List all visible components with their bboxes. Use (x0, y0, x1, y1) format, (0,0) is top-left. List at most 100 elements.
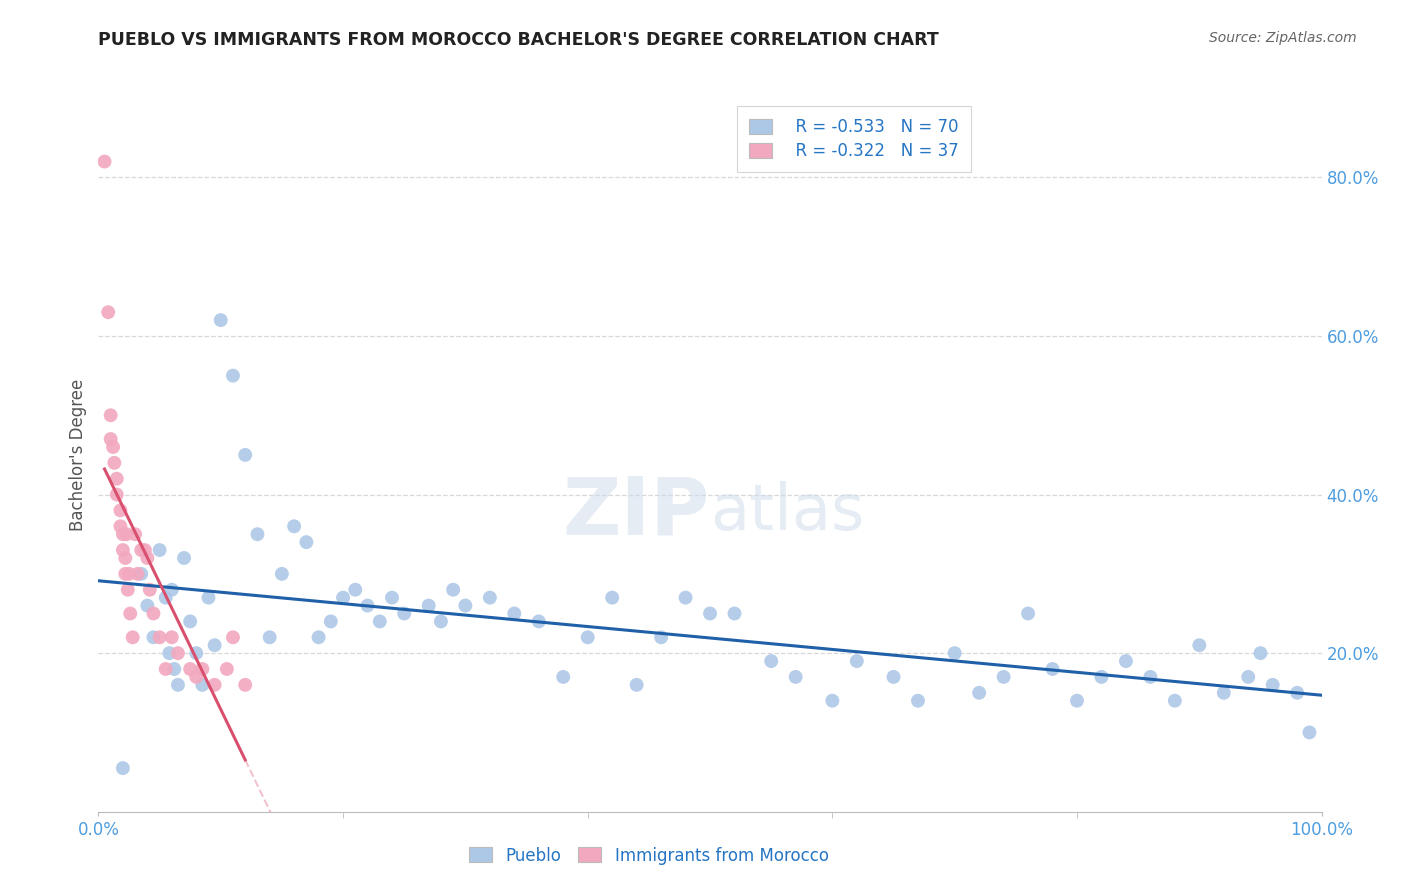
Point (626, 678, 648, 692)
Point (222, 630, 245, 644)
Point (283, 519, 305, 533)
Point (1164, 694, 1187, 708)
Point (821, 694, 844, 708)
Point (110, 503, 132, 517)
Point (332, 591, 354, 605)
Point (441, 582, 464, 597)
Point (204, 678, 226, 692)
Point (105, 487, 128, 501)
Point (101, 440, 124, 454)
Point (723, 607, 745, 621)
Point (381, 591, 404, 605)
Point (1212, 686, 1234, 700)
Point (127, 566, 149, 581)
Point (139, 582, 162, 597)
Point (186, 646, 208, 660)
Point (121, 630, 143, 644)
Point (259, 630, 281, 644)
Point (527, 615, 550, 629)
Point (105, 472, 128, 486)
Point (392, 607, 416, 621)
Point (1066, 694, 1088, 708)
Point (167, 646, 190, 660)
Point (503, 607, 526, 621)
Point (179, 615, 201, 629)
Point (675, 591, 697, 605)
Point (576, 630, 599, 644)
Text: atlas: atlas (710, 481, 865, 543)
Point (1237, 670, 1260, 684)
Point (845, 654, 868, 668)
Point (157, 646, 180, 660)
Point (129, 566, 152, 581)
Point (114, 566, 136, 581)
Point (907, 694, 929, 708)
Point (478, 591, 501, 605)
Point (233, 678, 256, 692)
Point (967, 686, 990, 700)
Point (233, 448, 256, 462)
Point (149, 543, 172, 558)
Point (149, 630, 172, 644)
Point (600, 591, 623, 605)
Point (454, 599, 477, 613)
Text: PUEBLO VS IMMIGRANTS FROM MOROCCO BACHELOR'S DEGREE CORRELATION CHART: PUEBLO VS IMMIGRANTS FROM MOROCCO BACHEL… (98, 31, 939, 49)
Point (103, 456, 125, 470)
Point (155, 591, 177, 605)
Point (191, 662, 214, 676)
Point (142, 630, 165, 644)
Point (142, 607, 165, 621)
Point (270, 566, 294, 581)
Point (111, 527, 134, 541)
Point (97, 305, 120, 319)
Point (124, 527, 146, 541)
Point (553, 670, 575, 684)
Point (1017, 607, 1039, 621)
Point (117, 582, 139, 597)
Point (222, 368, 245, 383)
Point (215, 662, 238, 676)
Point (179, 662, 201, 676)
Point (1261, 678, 1284, 692)
Point (295, 535, 318, 549)
Point (100, 432, 122, 446)
Point (883, 670, 905, 684)
Point (1286, 686, 1309, 700)
Point (418, 599, 440, 613)
Point (191, 678, 214, 692)
Point (1298, 725, 1320, 739)
Y-axis label: Bachelor's Degree: Bachelor's Degree (69, 379, 87, 531)
Point (136, 599, 159, 613)
Point (319, 615, 342, 629)
Point (155, 662, 177, 676)
Point (1188, 638, 1211, 652)
Point (430, 615, 453, 629)
Point (136, 551, 159, 566)
Point (368, 615, 391, 629)
Text: ZIP: ZIP (562, 473, 710, 551)
Point (1115, 654, 1137, 668)
Point (114, 551, 136, 566)
Point (943, 646, 966, 660)
Point (134, 543, 156, 558)
Point (699, 607, 721, 621)
Point (111, 543, 134, 558)
Point (118, 566, 141, 581)
Point (1042, 662, 1064, 676)
Point (650, 630, 672, 644)
Point (993, 670, 1015, 684)
Point (111, 761, 134, 775)
Point (100, 409, 122, 423)
Point (308, 630, 330, 644)
Point (1090, 670, 1112, 684)
Point (197, 591, 219, 605)
Point (115, 527, 138, 541)
Point (167, 678, 190, 692)
Point (93, 154, 115, 169)
Point (173, 551, 195, 566)
Point (761, 654, 783, 668)
Point (129, 543, 152, 558)
Point (120, 607, 142, 621)
Point (1250, 646, 1272, 660)
Point (186, 670, 208, 684)
